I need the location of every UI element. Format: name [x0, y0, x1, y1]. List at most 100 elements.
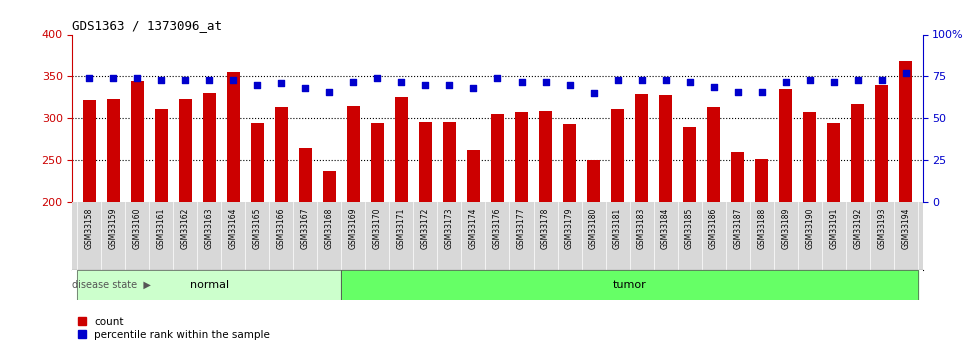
Text: GSM33190: GSM33190 [806, 208, 814, 249]
Text: GSM33161: GSM33161 [156, 208, 166, 249]
Text: GSM33187: GSM33187 [733, 208, 742, 249]
Text: GSM33162: GSM33162 [181, 208, 189, 249]
Text: GSM33176: GSM33176 [493, 208, 502, 249]
Point [346, 79, 361, 84]
Point [514, 79, 529, 84]
Text: GSM33173: GSM33173 [445, 208, 454, 249]
Bar [635, 94, 648, 203]
Bar [803, 112, 816, 203]
Bar [611, 109, 624, 203]
Text: GSM33158: GSM33158 [85, 208, 94, 249]
Point [490, 76, 505, 81]
Text: GSM33181: GSM33181 [613, 208, 622, 249]
Bar [77, 269, 341, 300]
Point [226, 77, 242, 82]
Text: GSM33163: GSM33163 [205, 208, 213, 249]
Point [538, 79, 554, 84]
Text: GSM33168: GSM33168 [325, 208, 334, 249]
Text: GSM33165: GSM33165 [253, 208, 262, 249]
Text: GSM33167: GSM33167 [300, 208, 310, 249]
Text: GSM33194: GSM33194 [901, 208, 910, 249]
Text: GSM33171: GSM33171 [397, 208, 406, 249]
Bar [83, 100, 96, 203]
Bar [251, 123, 264, 203]
Bar [827, 123, 840, 203]
Bar [491, 114, 504, 203]
Bar [155, 109, 168, 203]
Bar [77, 269, 341, 300]
Point [898, 70, 914, 76]
Point [129, 76, 145, 81]
Text: GSM33186: GSM33186 [709, 208, 718, 249]
Point [562, 82, 578, 88]
Bar [563, 124, 576, 203]
Text: GSM33172: GSM33172 [421, 208, 430, 249]
Text: GSM33170: GSM33170 [373, 208, 382, 249]
Point [394, 79, 410, 84]
Text: GSM33177: GSM33177 [517, 208, 526, 249]
Bar [539, 111, 553, 203]
Point [466, 86, 481, 91]
Text: normal: normal [189, 280, 229, 290]
Point [273, 80, 289, 86]
Text: GSM33180: GSM33180 [589, 208, 598, 249]
Bar [851, 104, 865, 203]
Bar [659, 95, 672, 203]
Point [178, 77, 193, 82]
Text: GSM33169: GSM33169 [349, 208, 358, 249]
Point [154, 77, 169, 82]
Point [585, 90, 601, 96]
Bar [274, 107, 288, 203]
Text: disease state  ▶: disease state ▶ [72, 280, 151, 290]
Text: GSM33193: GSM33193 [877, 208, 886, 249]
Text: GSM33189: GSM33189 [781, 208, 790, 249]
Point [249, 82, 265, 88]
Bar [419, 122, 432, 203]
Bar [707, 107, 721, 203]
Bar [298, 148, 312, 203]
Text: tumor: tumor [612, 280, 646, 290]
Text: GSM33185: GSM33185 [685, 208, 695, 249]
Point [802, 77, 817, 82]
Bar [467, 150, 480, 203]
Bar [179, 99, 192, 203]
Bar [515, 112, 528, 203]
Point [441, 82, 457, 88]
Point [682, 79, 697, 84]
Point [81, 76, 97, 81]
Text: GSM33178: GSM33178 [541, 208, 550, 249]
Point [826, 79, 841, 84]
Point [370, 76, 385, 81]
Text: GDS1363 / 1373096_at: GDS1363 / 1373096_at [72, 19, 222, 32]
Text: GSM33191: GSM33191 [829, 208, 838, 249]
Point [658, 77, 673, 82]
Point [202, 77, 217, 82]
Text: GSM33184: GSM33184 [661, 208, 670, 249]
Bar [106, 99, 120, 203]
Text: GSM33166: GSM33166 [277, 208, 286, 249]
Legend: count, percentile rank within the sample: count, percentile rank within the sample [77, 317, 270, 340]
Bar [341, 269, 918, 300]
Bar [371, 123, 384, 203]
Bar [731, 152, 744, 203]
Bar [875, 85, 889, 203]
Point [730, 89, 746, 95]
Text: GSM33159: GSM33159 [109, 208, 118, 249]
Bar [227, 72, 240, 203]
Text: GSM33179: GSM33179 [565, 208, 574, 249]
Bar [323, 170, 336, 203]
Bar [587, 160, 600, 203]
Bar [347, 106, 360, 203]
Bar [683, 127, 696, 203]
Point [874, 77, 890, 82]
Bar [899, 61, 912, 203]
Bar [203, 93, 216, 203]
Text: GSM33188: GSM33188 [757, 208, 766, 249]
Text: GSM33192: GSM33192 [853, 208, 863, 249]
Bar [755, 159, 768, 203]
Point [298, 86, 313, 91]
Point [105, 76, 121, 81]
Text: GSM33160: GSM33160 [132, 208, 142, 249]
Bar [341, 269, 918, 300]
Point [778, 79, 793, 84]
